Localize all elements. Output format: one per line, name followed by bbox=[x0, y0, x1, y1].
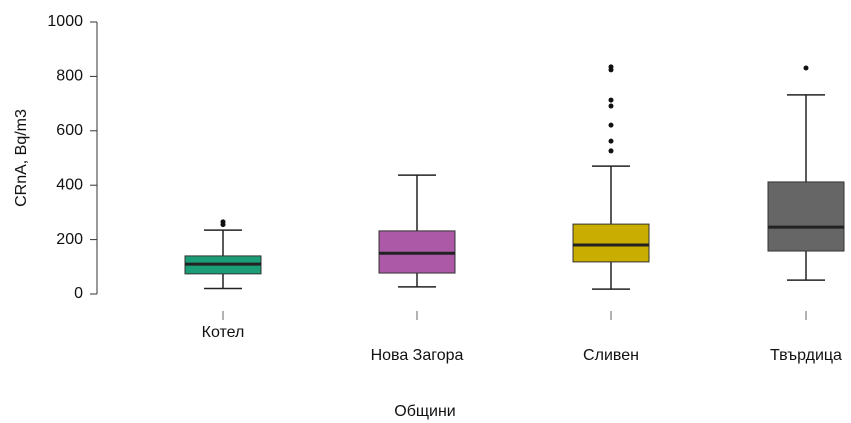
box bbox=[572, 223, 650, 263]
outlier bbox=[608, 148, 614, 154]
outlier bbox=[608, 97, 614, 103]
y-tick-label: 200 bbox=[56, 231, 83, 248]
x-tick-label: Твърдица bbox=[770, 347, 842, 364]
y-tick-label: 1000 bbox=[47, 13, 83, 30]
outlier bbox=[608, 64, 614, 70]
outlier bbox=[608, 138, 614, 144]
box bbox=[767, 181, 845, 252]
y-tick-label: 400 bbox=[56, 176, 83, 193]
outlier bbox=[803, 65, 809, 71]
x-tick-label: Сливен bbox=[583, 347, 639, 364]
y-tick-label: 0 bbox=[74, 285, 83, 302]
x-axis-label: Общини bbox=[394, 403, 455, 420]
x-tick-label: Нова Загора bbox=[371, 347, 464, 364]
y-axis-label: CRnA, Bq/m3 bbox=[13, 109, 30, 207]
outlier bbox=[220, 219, 226, 225]
outlier bbox=[608, 103, 614, 109]
y-tick-label: 600 bbox=[56, 122, 83, 139]
outlier bbox=[608, 122, 614, 128]
x-tick-label: Котел bbox=[202, 324, 245, 341]
y-tick-label: 800 bbox=[56, 68, 83, 85]
